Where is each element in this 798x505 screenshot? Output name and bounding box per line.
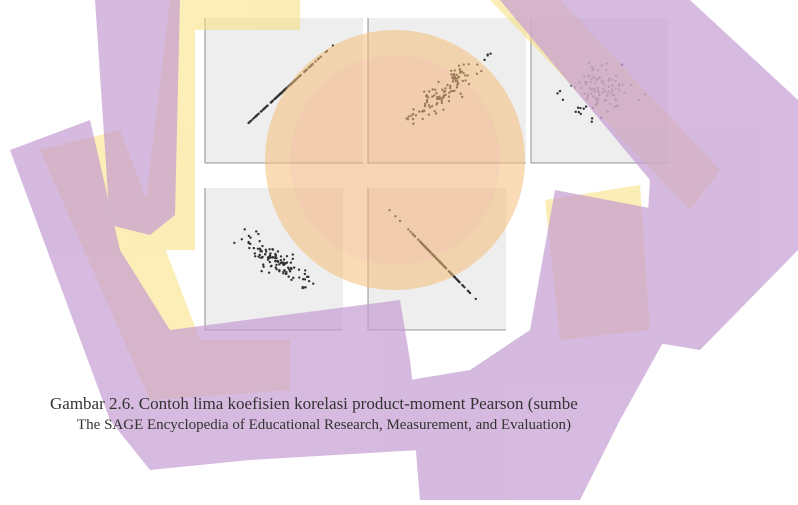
- scatter-point: [274, 257, 276, 259]
- scatter-point: [286, 255, 288, 257]
- scatter-point: [265, 250, 267, 252]
- scatter-point: [241, 238, 243, 240]
- scatter-point: [269, 261, 271, 263]
- scatter-point: [293, 266, 295, 268]
- scatter-point: [591, 117, 593, 119]
- scatter-point: [278, 94, 280, 96]
- scatter-point: [257, 233, 259, 235]
- scatter-point: [578, 111, 580, 113]
- scatter-point: [270, 101, 272, 103]
- scatter-point: [280, 255, 282, 257]
- scatter-point: [292, 253, 294, 255]
- scatter-point: [265, 106, 267, 108]
- scatter-point: [261, 245, 263, 247]
- scatter-point: [579, 107, 581, 109]
- scatter-point: [248, 242, 250, 244]
- scatter-point: [268, 256, 270, 258]
- scatter-point: [275, 266, 277, 268]
- scatter-point: [260, 110, 262, 112]
- scatter-point: [283, 269, 285, 271]
- scatter-point: [244, 228, 246, 230]
- scatter-point: [585, 105, 587, 107]
- scatter-point: [274, 98, 276, 100]
- scatter-point: [248, 121, 250, 123]
- scatter-point: [562, 99, 564, 101]
- scatter-point: [255, 115, 257, 117]
- scatter-point: [290, 268, 292, 270]
- scatter-point: [262, 266, 264, 268]
- circle-deco: [290, 55, 500, 265]
- scatter-point: [259, 240, 261, 242]
- scatter-point: [312, 282, 314, 284]
- scatter-point: [475, 298, 477, 300]
- scatter-point: [306, 276, 308, 278]
- scatter-point: [254, 252, 256, 254]
- scatter-point: [259, 254, 261, 256]
- scatter-point: [248, 247, 250, 249]
- scatter-point: [277, 250, 279, 252]
- scatter-point: [487, 53, 489, 55]
- scatter-point: [304, 273, 306, 275]
- scatter-point: [282, 272, 284, 274]
- caption-line: Gambar 2.6. Contoh lima koefisien korela…: [50, 394, 578, 414]
- scatter-point: [262, 263, 264, 265]
- scatter-point: [292, 277, 294, 279]
- scatter-point: [489, 52, 491, 54]
- scatter-point: [275, 264, 277, 266]
- scatter-point: [302, 287, 304, 289]
- scatter-point: [559, 90, 561, 92]
- caption-line: The SAGE Encyclopedia of Educational Res…: [77, 417, 571, 434]
- scatter-point: [574, 111, 576, 113]
- page: Gambar 2.6. Contoh lima koefisien korela…: [0, 0, 798, 505]
- scatter-point: [280, 259, 282, 261]
- scatter-point: [304, 269, 306, 271]
- scatter-point: [289, 270, 291, 272]
- scatter-point: [253, 247, 255, 249]
- scatter-point: [233, 242, 235, 244]
- scatter-point: [248, 235, 250, 237]
- scatter-point: [259, 250, 261, 252]
- scatter-point: [456, 278, 458, 280]
- scatter-point: [286, 261, 288, 263]
- scatter-point: [583, 108, 585, 110]
- scatter-point: [272, 248, 274, 250]
- scatter-point: [254, 255, 256, 257]
- scatter-point: [270, 265, 272, 267]
- scatter-point: [290, 279, 292, 281]
- scatter-point: [278, 270, 280, 272]
- scatter-point: [282, 263, 284, 265]
- scatter-point: [276, 260, 278, 262]
- scatter-point: [467, 290, 469, 292]
- scatter-point: [283, 258, 285, 260]
- scatter-point: [298, 268, 300, 270]
- scatter-point: [579, 113, 581, 115]
- scatter-point: [298, 276, 300, 278]
- scatter-point: [274, 253, 276, 255]
- scatter-point: [272, 256, 274, 258]
- scatter-point: [462, 285, 464, 287]
- scatter-point: [288, 275, 290, 277]
- scatter-point: [264, 253, 266, 255]
- scatter-point: [263, 108, 265, 110]
- scatter-point: [260, 257, 262, 259]
- scatter-point: [577, 107, 579, 109]
- scatter-point: [280, 262, 282, 264]
- scatter-point: [268, 271, 270, 273]
- scatter-point: [292, 258, 294, 260]
- scatter-point: [308, 280, 310, 282]
- scatter-point: [290, 261, 292, 263]
- scatter-point: [556, 92, 558, 94]
- scatter-point: [591, 121, 593, 123]
- scatter-point: [268, 248, 270, 250]
- scatter-point: [285, 273, 287, 275]
- scatter-point: [249, 236, 251, 238]
- scatter-point: [287, 266, 289, 268]
- scatter-point: [483, 59, 485, 61]
- scatter-point: [255, 230, 257, 232]
- scatter-point: [260, 270, 262, 272]
- scatter-point: [304, 278, 306, 280]
